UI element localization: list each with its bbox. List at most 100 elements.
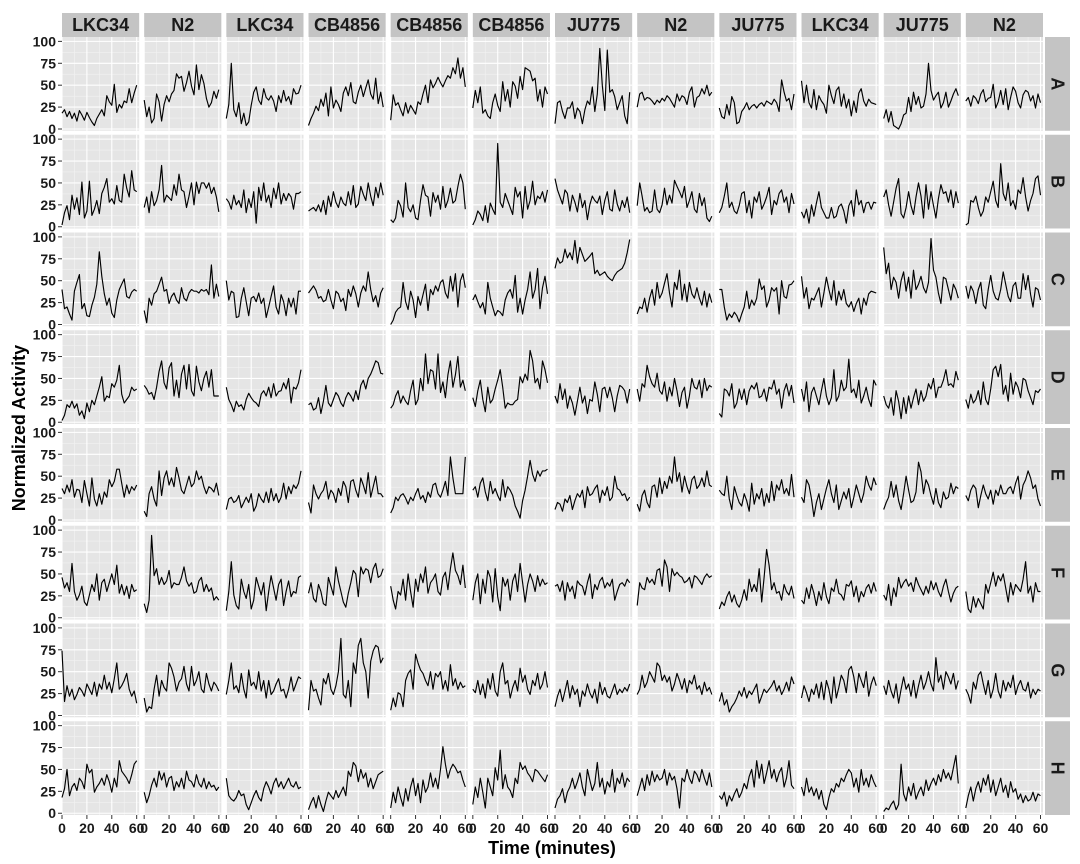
y-axis-title: Normalized Activity: [9, 345, 29, 511]
strips-layer: LKC34 N2 LKC34 CB4856 CB4856 CB4856 JU775 N2 JU7…: [62, 13, 1070, 815]
activity-line-F-12: [965, 561, 1041, 614]
panel-D-11: [883, 330, 961, 424]
activity-line-E-9: [718, 473, 795, 512]
panel-background: [555, 721, 633, 815]
x-tick-label: 60: [951, 820, 967, 836]
panel-C-10: [800, 232, 879, 327]
activity-line-G-4: [307, 637, 384, 711]
column-strip: [62, 13, 140, 37]
panel-H-4: [307, 721, 386, 815]
y-tick-label: 0: [48, 414, 56, 430]
activity-line-G-12: [965, 671, 1041, 704]
x-tick-label: 60: [622, 820, 638, 836]
y-tick-label: 50: [40, 566, 56, 582]
y-tick-label: 25: [40, 99, 56, 115]
panel-background: [883, 428, 961, 522]
activity-line-A-9: [718, 79, 795, 125]
panel-B-9: [718, 134, 797, 229]
panel-E-3: [225, 428, 304, 522]
activity-line-G-9: [718, 676, 795, 713]
activity-line-E-3: [225, 470, 302, 512]
row-strip: [1045, 525, 1070, 620]
x-tick-label: 0: [715, 820, 723, 836]
panel-background: [637, 37, 715, 131]
activity-line-C-4: [308, 271, 384, 312]
panel-background: [965, 623, 1043, 718]
panel-B-8: [636, 134, 715, 229]
column-strip-label: N2: [664, 15, 687, 35]
y-tick-label: 50: [40, 761, 56, 777]
panel-G-2: [143, 623, 222, 718]
panel-G-1: [61, 623, 140, 718]
x-tick-label: 20: [572, 820, 588, 836]
y-tick-label: 100: [33, 620, 57, 636]
panels-layer: [61, 37, 1043, 815]
panel-background: [226, 623, 304, 718]
panel-background: [555, 428, 633, 522]
column-strip: [637, 13, 715, 37]
panel-background: [226, 721, 304, 815]
panel-background: [390, 721, 468, 815]
panel-F-11: [883, 525, 961, 620]
activity-line-H-4: [307, 761, 384, 813]
y-tick-label: 75: [40, 153, 56, 169]
x-tick-label: 0: [305, 820, 313, 836]
activity-line-A-4: [307, 77, 384, 126]
panel-background: [719, 232, 797, 327]
panel-F-9: [718, 525, 797, 620]
activity-line-A-1: [61, 83, 138, 127]
x-tick-label: 20: [408, 820, 424, 836]
column-strip-label: N2: [993, 15, 1016, 35]
y-tick-label: 75: [40, 642, 56, 658]
x-tick-label: 20: [490, 820, 506, 836]
panel-background: [801, 37, 879, 131]
activity-line-C-10: [800, 276, 877, 315]
activity-line-H-7: [554, 761, 631, 809]
panel-background: [555, 330, 633, 424]
row-strip: [1045, 623, 1070, 718]
x-tick-label: 40: [1008, 820, 1024, 836]
panel-background: [226, 428, 304, 522]
activity-line-E-10: [800, 475, 877, 518]
panel-B-7: [554, 134, 633, 229]
x-tick-label: 20: [901, 820, 917, 836]
panel-C-2: [143, 232, 222, 327]
panel-C-9: [718, 232, 797, 327]
panel-B-1: [61, 134, 140, 229]
activity-line-C-8: [636, 269, 713, 315]
x-tick-label: 40: [350, 820, 366, 836]
activity-line-B-12: [965, 163, 1042, 226]
column-strip-label: CB4856: [396, 15, 462, 35]
column-strip: [472, 13, 550, 37]
panel-A-5: [390, 37, 468, 131]
y-tick-label: 75: [40, 544, 56, 560]
y-tick-label: 75: [40, 251, 56, 267]
activity-line-E-11: [883, 461, 959, 511]
x-tick-label: 40: [597, 820, 613, 836]
x-tick-label: 40: [679, 820, 695, 836]
activity-line-F-5: [390, 552, 466, 610]
panel-background: [62, 134, 140, 229]
panel-H-2: [143, 721, 222, 815]
panel-background: [637, 428, 715, 522]
panel-G-8: [636, 623, 715, 718]
activity-line-E-5: [390, 456, 466, 514]
x-tick-label: 20: [326, 820, 342, 836]
panel-background: [308, 428, 386, 522]
x-tick-label: 0: [387, 820, 395, 836]
activity-line-G-2: [143, 662, 220, 713]
activity-line-C-5: [390, 273, 466, 325]
panel-F-5: [390, 525, 468, 620]
panel-background: [472, 623, 550, 718]
panel-background: [883, 37, 961, 131]
panel-background: [62, 37, 140, 131]
panel-background: [390, 428, 468, 522]
panel-C-3: [225, 232, 304, 327]
activity-line-C-9: [719, 278, 795, 323]
y-tick-label: 0: [48, 121, 56, 137]
x-tick-label: 0: [798, 820, 806, 836]
y-tick-label: 50: [40, 273, 56, 289]
panel-background: [144, 330, 222, 424]
x-tick-label: 20: [79, 820, 95, 836]
x-tick-label: 60: [540, 820, 556, 836]
